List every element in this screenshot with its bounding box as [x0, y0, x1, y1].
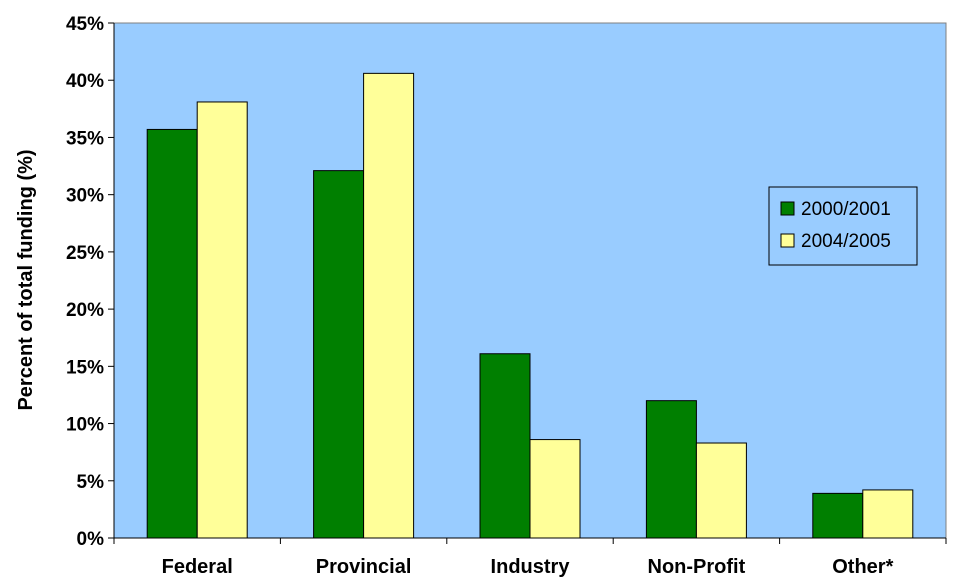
- y-tick-label: 30%: [66, 186, 104, 207]
- legend-label: 2000/2001: [801, 199, 891, 220]
- y-tick-label: 35%: [66, 128, 104, 149]
- x-tick-label: Non-Profit: [648, 556, 746, 578]
- legend-label: 2004/2005: [801, 231, 891, 252]
- bar-series-1: [313, 170, 365, 539]
- bars: [146, 72, 914, 539]
- y-axis: 0% 5% 10% 15% 20% 25% 30% 35% 40% 45%: [66, 14, 114, 550]
- bar-series-1: [812, 492, 864, 539]
- bar-series-2: [196, 101, 248, 539]
- bar-series-1: [146, 128, 198, 539]
- x-axis: Federal Provincial Industry Non-Profit Other…: [113, 538, 947, 578]
- legend-box: [768, 186, 918, 266]
- x-tick-label: Industry: [491, 556, 571, 578]
- bar-series-1: [479, 353, 531, 539]
- y-tick-label: 15%: [66, 357, 104, 378]
- x-tick-label: Other*: [832, 556, 893, 578]
- y-tick-label: 5%: [77, 472, 105, 493]
- bar-series-2: [363, 72, 415, 539]
- bar-series-2: [529, 439, 581, 539]
- legend-swatch: [780, 233, 795, 248]
- y-tick-label: 10%: [66, 415, 104, 436]
- y-tick-label: 40%: [66, 71, 104, 92]
- x-tick-label: Provincial: [316, 556, 412, 578]
- bar-series-2: [695, 442, 747, 539]
- bar-series-1: [645, 400, 697, 539]
- y-tick-label: 0%: [77, 529, 105, 550]
- y-tick-label: 25%: [66, 243, 104, 264]
- bar-series-2: [862, 489, 914, 539]
- x-tick-label: Federal: [162, 556, 233, 578]
- legend: 2000/2001 2004/2005: [768, 186, 918, 266]
- y-tick-label: 20%: [66, 300, 104, 321]
- y-tick-label: 45%: [66, 14, 104, 35]
- legend-swatch: [780, 201, 795, 216]
- y-axis-title: Percent of total funding (%): [15, 149, 37, 410]
